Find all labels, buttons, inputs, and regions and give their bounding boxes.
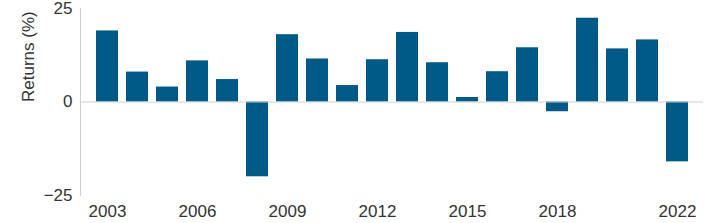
svg-text:−25: −25 (44, 186, 73, 205)
svg-text:2012: 2012 (359, 202, 397, 221)
svg-text:2018: 2018 (539, 202, 577, 221)
svg-text:2015: 2015 (449, 202, 487, 221)
svg-text:2003: 2003 (89, 202, 127, 221)
svg-text:2009: 2009 (269, 202, 307, 221)
svg-text:2022: 2022 (659, 202, 697, 221)
svg-text:0: 0 (63, 92, 72, 111)
svg-text:25: 25 (54, 0, 73, 18)
svg-text:Returns (%): Returns (%) (19, 11, 38, 102)
svg-text:2006: 2006 (179, 202, 217, 221)
